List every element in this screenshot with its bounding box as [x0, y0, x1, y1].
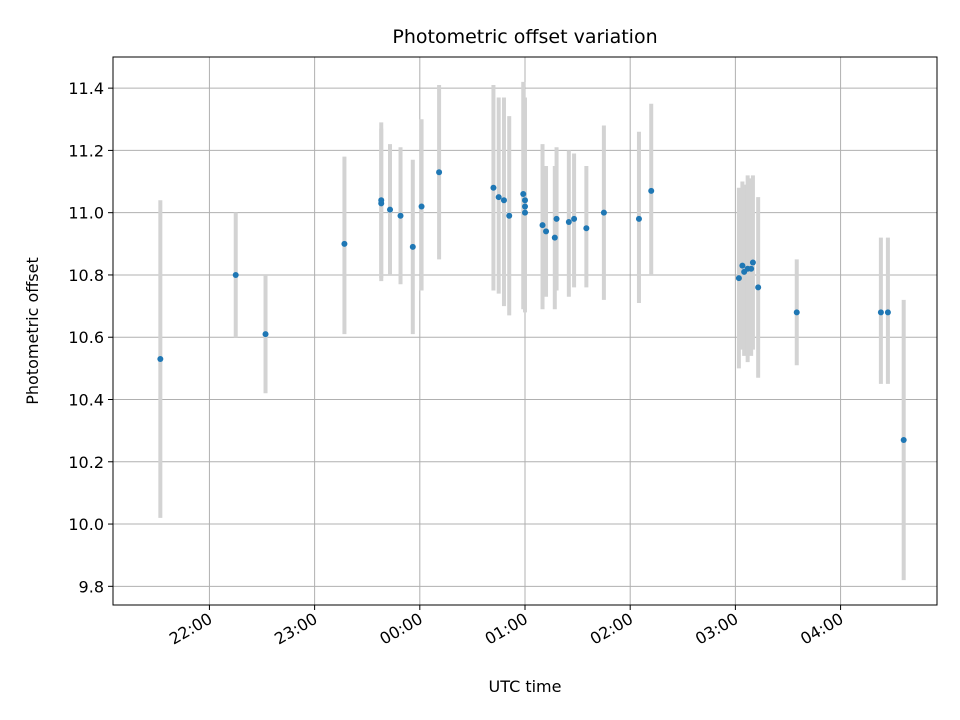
data-point: [539, 222, 546, 229]
data-point: [341, 240, 348, 247]
data-point: [520, 191, 527, 197]
data-point: [232, 271, 239, 278]
data-point: [755, 284, 762, 291]
y-tick-label: 11.0: [68, 204, 104, 223]
data-point: [157, 356, 164, 363]
data-point: [495, 194, 502, 201]
data-point: [571, 215, 578, 222]
data-point: [387, 206, 394, 213]
y-axis-label: Photometric offset: [23, 257, 42, 405]
y-tick-label: 11.2: [68, 141, 104, 160]
data-point: [648, 187, 655, 194]
data-point: [262, 331, 269, 338]
data-point: [735, 275, 742, 282]
data-point: [884, 309, 891, 316]
y-tick-label: 9.8: [79, 577, 104, 596]
data-point: [436, 169, 443, 176]
data-point: [522, 209, 528, 216]
data-point: [900, 436, 907, 443]
grid-lines: [113, 57, 937, 605]
data-point: [877, 309, 884, 316]
data-point: [522, 197, 528, 204]
data-point: [565, 219, 572, 226]
data-points: [157, 169, 907, 443]
data-point: [748, 265, 755, 272]
y-tick-label: 10.4: [68, 391, 104, 410]
data-point: [635, 215, 642, 222]
y-tick-label: 10.6: [68, 328, 104, 347]
data-point: [749, 259, 756, 266]
y-axis-ticks: 9.8 10.0 10.2 10.4 10.6 10.8 11.0 11.2 11.4: [68, 79, 113, 596]
data-point: [553, 215, 560, 222]
y-tick-label: 10.2: [68, 453, 104, 472]
y-tick-label: 10.8: [68, 266, 104, 285]
y-tick-label: 10.0: [68, 515, 104, 534]
y-tick-label: 11.4: [68, 79, 104, 98]
data-point: [418, 203, 425, 210]
data-point: [397, 212, 404, 219]
data-point: [378, 200, 385, 207]
chart-title: Photometric offset variation: [392, 26, 657, 48]
data-point: [500, 197, 507, 204]
x-axis-label: UTC time: [489, 677, 562, 696]
data-point: [551, 234, 558, 241]
data-point: [793, 309, 800, 316]
data-point: [600, 209, 607, 216]
data-point: [739, 262, 746, 269]
data-point: [543, 228, 550, 235]
data-point: [490, 184, 497, 191]
data-point: [583, 225, 590, 232]
data-point: [522, 203, 528, 210]
data-point: [409, 243, 416, 250]
data-point: [506, 212, 513, 219]
